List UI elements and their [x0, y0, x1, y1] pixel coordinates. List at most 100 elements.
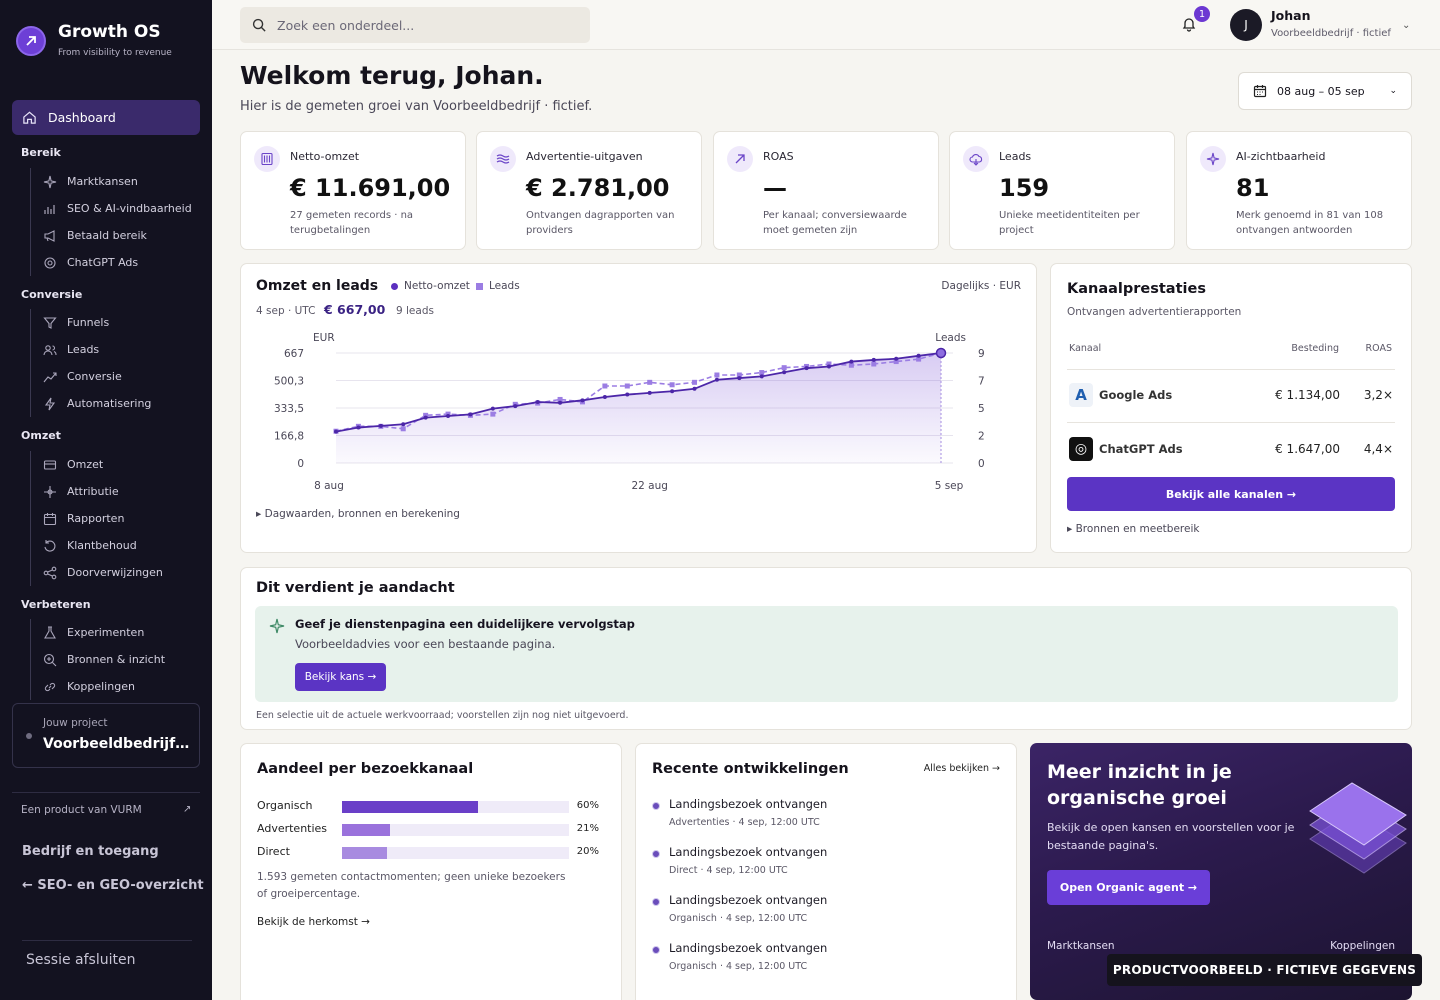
sidebar-item-attributie[interactable]: Attributie — [31, 478, 163, 505]
revenue-point — [535, 399, 540, 404]
sidebar-item-label: Rapporten — [67, 512, 125, 525]
table-row[interactable]: ◎ ChatGPT Ads € 1.647,00 4,4× — [1067, 434, 1395, 464]
share-row: Advertenties 21% — [257, 822, 599, 836]
revenue-point — [759, 374, 764, 379]
chart-title: Omzet en leads — [256, 278, 379, 294]
project-switcher[interactable]: Jouw project Voorbeeldbedrijf · fictief — [12, 703, 200, 768]
user-name[interactable]: Johan — [1271, 8, 1311, 23]
revenue-point — [782, 370, 787, 375]
revenue-point — [714, 377, 719, 382]
sidebar-item-rapporten[interactable]: Rapporten — [31, 505, 163, 532]
sidebar-item-funnels[interactable]: Funnels — [31, 309, 151, 336]
kpi-card[interactable]: ROAS — Per kanaal; conversiewaarde moet ge… — [713, 131, 939, 250]
chevron-down-icon[interactable]: ⌄ — [1402, 20, 1411, 31]
sidebar-item-chatgpt-ads[interactable]: ChatGPT Ads — [31, 249, 192, 276]
search-plus-icon — [43, 653, 57, 667]
sidebar-item-bronnen-inzicht[interactable]: Bronnen & inzicht — [31, 646, 165, 673]
company-access-link[interactable]: Bedrijf en toegang — [22, 844, 159, 859]
sidebar-item-koppelingen[interactable]: Koppelingen — [31, 673, 165, 700]
kpi-card[interactable]: Leads 159 Unieke meetidentiteiten per proj… — [949, 131, 1175, 250]
list-item[interactable]: Landingsbezoek ontvangen Organisch · 4 se… — [652, 941, 992, 981]
table-row[interactable]: A Google Ads € 1.134,00 3,2× — [1067, 380, 1395, 410]
y2-tick-label: 2 — [978, 431, 985, 443]
sidebar-item-doorverwijzingen[interactable]: Doorverwijzingen — [31, 559, 163, 586]
sidebar-item-klantbehoud[interactable]: Klantbehoud — [31, 532, 163, 559]
bar-chart-icon — [43, 202, 57, 216]
leads-point — [692, 379, 698, 385]
sidebar-item-dashboard[interactable]: Dashboard — [12, 100, 200, 135]
revenue-line — [335, 352, 942, 433]
sidebar-item-conversie[interactable]: Conversie — [31, 363, 151, 390]
brand[interactable]: Growth OS From visibility to revenue — [16, 22, 172, 58]
seo-overview-link[interactable]: ← SEO- en GEO-overzicht — [22, 878, 204, 893]
sidebar-item-leads[interactable]: Leads — [31, 336, 151, 363]
revenue-point — [334, 429, 338, 434]
revenue-point — [894, 356, 899, 361]
y-tick-label: 333,5 — [274, 403, 304, 415]
kpi-note: Merk genoemd in 81 van 108 ontvangen ant… — [1236, 210, 1384, 236]
sidebar-item-label: Automatisering — [67, 397, 152, 410]
revenue-point — [916, 353, 921, 358]
revenue-point — [513, 404, 518, 409]
logout-button[interactable]: Sessie afsluiten — [26, 952, 136, 968]
leads-point — [714, 372, 720, 378]
sidebar-item-omzet[interactable]: Omzet — [31, 451, 163, 478]
sidebar-item-automatisering[interactable]: Automatisering — [31, 390, 151, 417]
search-box[interactable] — [240, 7, 590, 43]
sidebar-item-label: Funnels — [67, 316, 110, 329]
view-all-channels-button[interactable]: Bekijk alle kanalen → — [1067, 477, 1395, 511]
revenue-point — [737, 376, 742, 381]
demo-ribbon: PRODUCTVOORBEELD · FICTIEVE GEGEVENS — [1107, 954, 1422, 986]
list-item[interactable]: Landingsbezoek ontvangen Organisch · 4 se… — [652, 893, 992, 933]
channel-name: Google Ads — [1099, 388, 1173, 402]
search-input[interactable] — [277, 17, 567, 33]
nav-group: Funnels Leads Conversie Automatisering — [30, 309, 151, 417]
leads-point — [624, 383, 630, 389]
date-range-picker[interactable]: 08 aug – 05 sep ⌄ — [1238, 72, 1412, 110]
topbar: 1 J Johan Voorbeeldbedrijf · fictief ⌄ — [212, 0, 1440, 50]
promo-integrations-link[interactable]: Koppelingen — [1330, 940, 1395, 952]
sources-toggle[interactable]: ▸ Bronnen en meetbereik — [1067, 523, 1200, 535]
sparkle-icon — [1200, 146, 1226, 172]
sidebar-item-marktkansen[interactable]: Marktkansen — [31, 168, 192, 195]
y-tick-label: 0 — [297, 458, 304, 470]
view-all-link[interactable]: Alles bekijken → — [923, 763, 1000, 774]
list-item[interactable]: Landingsbezoek ontvangen Direct · 4 sep, … — [652, 845, 992, 885]
col-header-roas: ROAS — [1365, 343, 1392, 354]
kpi-card[interactable]: AI-zichtbaarheid 81 Merk genoemd in 81 van… — [1186, 131, 1412, 250]
leads-point — [871, 361, 877, 367]
share-label: Organisch — [257, 799, 313, 812]
page-subtitle: Hier is de gemeten groei van Voorbeeldbe… — [240, 99, 593, 114]
share-track — [342, 824, 569, 836]
view-origin-link[interactable]: Bekijk de herkomst → — [257, 916, 370, 928]
sidebar-item-experimenten[interactable]: Experimenten — [31, 619, 165, 646]
nav-section-title: Verbeteren — [21, 598, 91, 611]
brand-name: Growth OS — [58, 22, 161, 42]
open-organic-agent-button[interactable]: Open Organic agent → — [1047, 870, 1210, 905]
chart-details-toggle[interactable]: ▸ Dagwaarden, bronnen en berekening — [256, 508, 460, 520]
vurm-link[interactable]: Een product van VURM — [21, 804, 142, 816]
promo-market-link[interactable]: Marktkansen — [1047, 940, 1115, 952]
view-opportunity-button[interactable]: Bekijk kans → — [295, 663, 386, 691]
bell-icon[interactable] — [1182, 16, 1196, 32]
kpi-value: 159 — [999, 174, 1050, 202]
kpi-card[interactable]: Advertentie-uitgaven € 2.781,00 Ontvangen … — [476, 131, 702, 250]
kpi-label: Netto-omzet — [290, 150, 360, 163]
avatar[interactable]: J — [1230, 9, 1262, 41]
sidebar-item-seo-ai-vindbaarheid[interactable]: SEO & AI-vindbaarheid — [31, 195, 192, 222]
sidebar-item-betaald-bereik[interactable]: Betaald bereik — [31, 222, 192, 249]
channel-spend: € 1.134,00 — [1275, 388, 1340, 402]
google-ads-logo-icon: A — [1069, 383, 1093, 407]
revenue-point — [670, 389, 675, 394]
list-item[interactable]: Landingsbezoek ontvangen Advertenties · 4… — [652, 797, 992, 837]
kpi-card[interactable]: Netto-omzet € 11.691,00 27 gemeten records… — [240, 131, 466, 250]
chatgpt-logo-icon: ◎ — [1069, 437, 1093, 461]
leads-point — [602, 383, 608, 389]
attribution-icon — [43, 485, 57, 499]
sidebar-item-label: Attributie — [67, 485, 119, 498]
kpi-label: ROAS — [763, 150, 794, 163]
channel-name: ChatGPT Ads — [1099, 442, 1183, 456]
sidebar-item-label: Koppelingen — [67, 680, 135, 693]
revenue-leads-chart[interactable]: 667 9 500,3 7 333,5 5 166,8 2 0 0 EUR Leads 8 aug 22 … — [241, 328, 1021, 498]
y2-tick-label: 5 — [978, 403, 985, 415]
